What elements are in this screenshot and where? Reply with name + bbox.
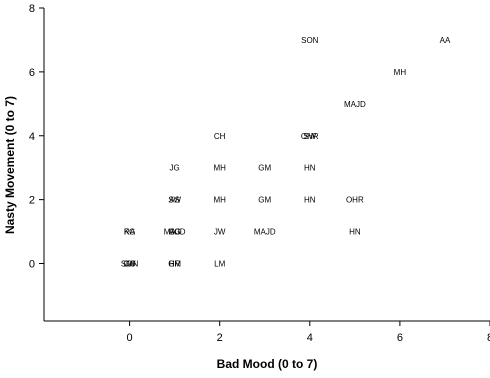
data-point-label: SON bbox=[121, 260, 139, 269]
y-axis-title: Nasty Movement (0 to 7) bbox=[3, 96, 17, 234]
data-point-label: MAJD bbox=[344, 100, 366, 109]
data-point-label: MAJD bbox=[254, 228, 276, 237]
data-point-label: OHR bbox=[301, 132, 319, 141]
data-point-label: JW bbox=[124, 260, 136, 269]
x-tick-label: 8 bbox=[487, 332, 490, 344]
data-point-label: GM bbox=[258, 196, 271, 205]
x-axis-title: Bad Mood (0 to 7) bbox=[217, 357, 318, 371]
plot-axes bbox=[43, 8, 490, 322]
data-point-label: HN bbox=[349, 228, 361, 237]
x-tick-label: 0 bbox=[127, 332, 133, 344]
data-point-label: AS bbox=[169, 196, 180, 205]
data-point-label: HR bbox=[169, 260, 181, 269]
data-point-label: AA bbox=[440, 36, 451, 45]
y-tick-label: 2 bbox=[29, 195, 35, 207]
data-point-label: GG bbox=[168, 228, 180, 237]
data-point-label: SW bbox=[303, 132, 316, 141]
x-tick-label: 6 bbox=[397, 332, 403, 344]
data-point-label: JW bbox=[214, 228, 226, 237]
x-ticks: 0 2 4 6 8 bbox=[127, 321, 490, 344]
data-point-label: SON bbox=[301, 36, 319, 45]
y-ticks: 0 2 4 6 8 bbox=[29, 3, 44, 271]
data-point-label: RA bbox=[124, 228, 136, 237]
data-point-label: AG bbox=[169, 228, 181, 237]
data-point-label: LM bbox=[214, 260, 225, 269]
data-point-label: SW bbox=[168, 196, 181, 205]
data-point-label: MH bbox=[394, 68, 407, 77]
y-tick-label: 0 bbox=[29, 259, 35, 271]
x-tick-label: 4 bbox=[307, 332, 313, 344]
data-point-label: HN bbox=[304, 164, 316, 173]
data-point-label: JG bbox=[170, 164, 180, 173]
data-point-label: GM bbox=[168, 260, 181, 269]
x-tick-label: 2 bbox=[217, 332, 223, 344]
data-point-label: OHR bbox=[346, 196, 364, 205]
data-point-label: GM bbox=[258, 164, 271, 173]
y-tick-label: 4 bbox=[29, 131, 35, 143]
y-tick-label: 6 bbox=[29, 67, 35, 79]
data-point-label: MH bbox=[213, 196, 226, 205]
data-point-label: MAJD bbox=[164, 228, 186, 237]
data-point-label: KG bbox=[124, 228, 136, 237]
data-point-label: HN bbox=[304, 196, 316, 205]
y-tick-label: 8 bbox=[29, 3, 35, 15]
data-point-label: GG bbox=[123, 260, 135, 269]
data-point-label: MH bbox=[213, 164, 226, 173]
data-point-label: CH bbox=[214, 132, 226, 141]
data-points: SONJWGGKGRAGMHRMAJDGGAGSWASJGLMJWMHMHCHM… bbox=[121, 36, 451, 269]
